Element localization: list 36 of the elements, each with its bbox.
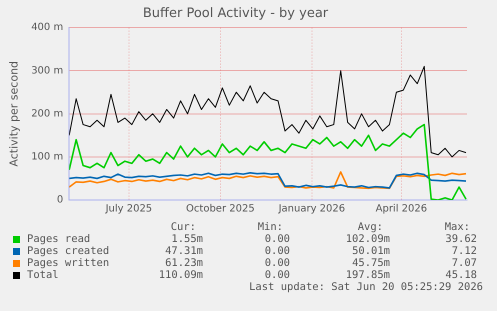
legend-label: Pages read	[27, 233, 90, 245]
text: 0.00	[264, 233, 290, 245]
text: 39.62	[445, 233, 477, 245]
text: Min:	[258, 221, 283, 233]
legend-label: Pages written	[27, 257, 110, 269]
text: 45.75m	[352, 257, 390, 269]
text: Avg:	[358, 221, 383, 233]
text: 197.85m	[346, 269, 390, 281]
x-tick-label: April 2026	[376, 204, 428, 215]
text: Cur:	[170, 221, 196, 233]
x-tick-label: July 2025	[104, 204, 152, 215]
text: Max:	[444, 221, 470, 233]
legend-label: Pages created	[27, 245, 110, 257]
text: 7.12	[452, 245, 477, 257]
text: 0.00	[264, 269, 290, 281]
text: 0.00	[264, 257, 290, 269]
text: 47.31m	[165, 245, 203, 257]
text: 1.55m	[171, 233, 203, 245]
text: 102.09m	[346, 233, 390, 245]
text: Last update: Sat Jun 20 05:25:29 2026	[249, 281, 483, 293]
y-tick-label: 400 m	[31, 22, 64, 34]
chart-title: Buffer Pool Activity - by year	[142, 6, 329, 22]
y-tick-label: 200 m	[31, 108, 64, 120]
text: 45.18	[445, 269, 477, 281]
y-tick-label: 300 m	[31, 65, 64, 76]
text: 61.23m	[165, 257, 203, 269]
text: 7.07	[452, 257, 477, 269]
text: 0.00	[264, 245, 290, 257]
legend-label: Total	[27, 269, 59, 281]
x-tick-label: October 2025	[186, 204, 255, 215]
y-tick-label: 100 m	[31, 151, 64, 162]
y-tick-label: 0	[56, 194, 64, 206]
text: 50.01m	[352, 245, 390, 257]
y-axis-title: Activity per second	[7, 60, 20, 167]
x-tick-label: January 2026	[278, 204, 346, 215]
text: 110.09m	[158, 269, 203, 281]
